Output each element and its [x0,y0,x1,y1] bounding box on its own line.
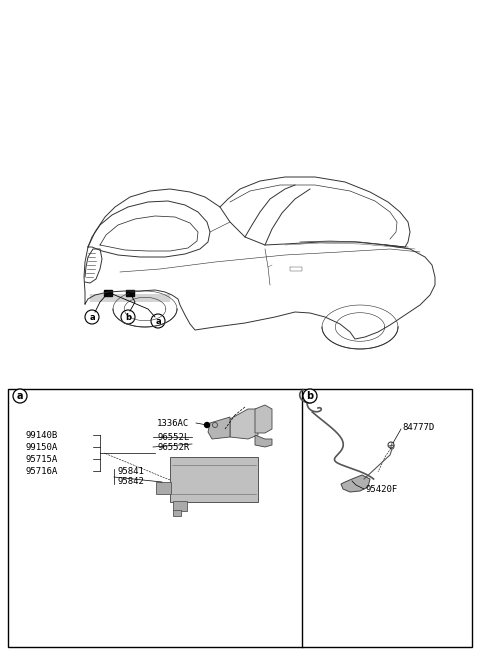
Text: 95841: 95841 [118,468,145,476]
Text: 95420F: 95420F [365,484,397,493]
Text: 95715A: 95715A [25,455,57,463]
Polygon shape [104,290,112,296]
Text: 99150A: 99150A [25,443,57,451]
Circle shape [204,422,209,428]
Circle shape [13,389,27,403]
Bar [170,457,258,502]
Bar [156,482,171,494]
Text: 99140B: 99140B [25,430,57,440]
Text: a: a [89,313,95,321]
Text: 95842: 95842 [118,478,145,486]
Polygon shape [255,405,272,433]
Circle shape [303,389,317,403]
Text: b: b [306,391,313,401]
Polygon shape [255,435,272,447]
Bar [173,510,181,516]
Text: 96552R: 96552R [157,443,189,451]
Bar [8,389,472,647]
Text: 96552L: 96552L [157,432,189,442]
Polygon shape [126,290,134,296]
Text: b: b [125,313,131,321]
Polygon shape [341,475,370,492]
Polygon shape [230,409,258,439]
Text: 1336AC: 1336AC [157,419,189,428]
Text: 95716A: 95716A [25,466,57,476]
Bar [173,501,187,511]
Text: a: a [17,391,23,401]
Text: 84777D: 84777D [402,422,434,432]
Polygon shape [208,417,230,439]
Text: a: a [155,317,161,325]
